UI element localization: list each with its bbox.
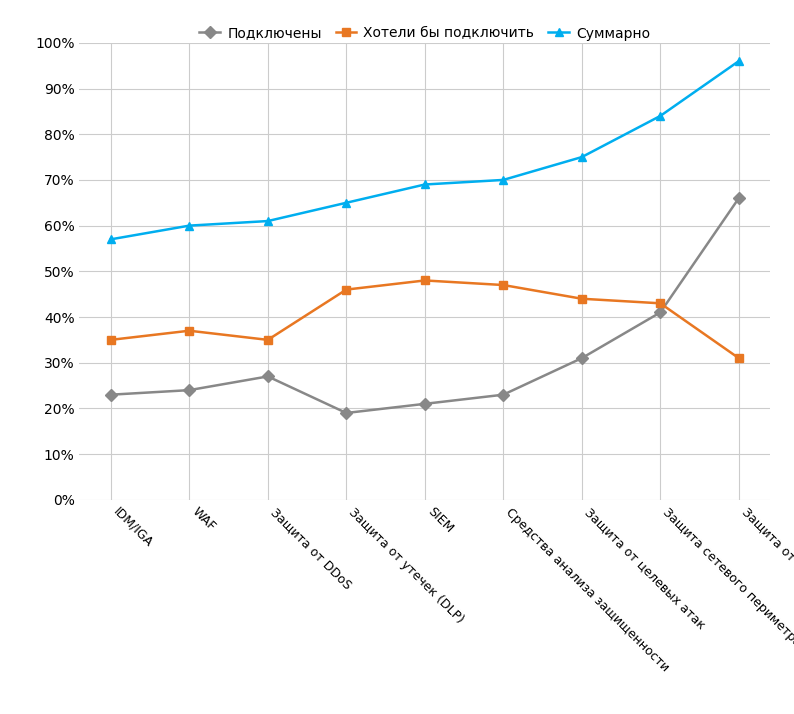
Подключены [341, 408, 351, 417]
Хотели бы подключить [184, 326, 194, 335]
Line: Подключены: Подключены [106, 194, 743, 417]
Подключены [184, 386, 194, 394]
Суммарно [577, 153, 587, 161]
Подключены [106, 391, 116, 399]
Хотели бы подключить [106, 336, 116, 344]
Хотели бы подключить [734, 354, 743, 363]
Хотели бы подключить [420, 276, 430, 285]
Хотели бы подключить [341, 286, 351, 294]
Суммарно [656, 111, 665, 120]
Хотели бы подключить [499, 281, 508, 289]
Суммарно [734, 57, 743, 66]
Line: Хотели бы подключить: Хотели бы подключить [106, 276, 743, 362]
Суммарно [184, 221, 194, 230]
Суммарно [106, 235, 116, 243]
Хотели бы подключить [656, 299, 665, 308]
Line: Суммарно: Суммарно [106, 57, 743, 243]
Суммарно [341, 198, 351, 207]
Подключены [577, 354, 587, 363]
Подключены [420, 400, 430, 408]
Суммарно [420, 180, 430, 188]
Суммарно [263, 217, 272, 226]
Хотели бы подключить [263, 336, 272, 344]
Суммарно [499, 176, 508, 184]
Подключены [499, 391, 508, 399]
Подключены [656, 308, 665, 317]
Legend: Подключены, Хотели бы подключить, Суммарно: Подключены, Хотели бы подключить, Суммар… [195, 22, 654, 45]
Подключены [734, 194, 743, 203]
Подключены [263, 372, 272, 381]
Хотели бы подключить [577, 294, 587, 303]
